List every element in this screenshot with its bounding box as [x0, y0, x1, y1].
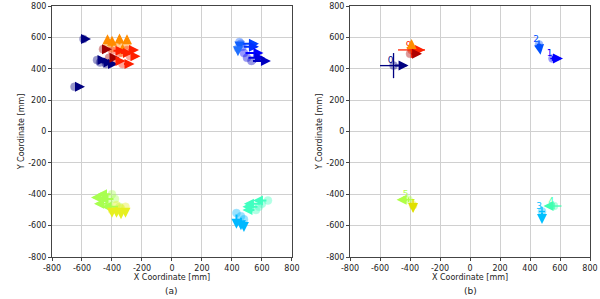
- svg-text:600: 600: [329, 33, 344, 42]
- svg-text:400: 400: [329, 65, 344, 74]
- svg-text:-600: -600: [73, 264, 91, 273]
- svg-text:-600: -600: [371, 264, 389, 273]
- svg-text:2: 2: [533, 34, 539, 44]
- svg-text:-400: -400: [28, 190, 46, 199]
- svg-text:200: 200: [31, 96, 46, 105]
- svg-text:-600: -600: [326, 221, 344, 230]
- svg-text:-600: -600: [28, 221, 46, 230]
- svg-text:0: 0: [339, 127, 344, 136]
- svg-text:800: 800: [329, 2, 344, 11]
- svg-text:-200: -200: [431, 264, 449, 273]
- svg-text:800: 800: [582, 264, 597, 273]
- svg-text:-200: -200: [28, 159, 46, 168]
- svg-text:X Coordinate [mm]: X Coordinate [mm]: [432, 273, 508, 282]
- svg-text:-800: -800: [341, 264, 359, 273]
- svg-text:800: 800: [31, 2, 46, 11]
- svg-text:600: 600: [254, 264, 269, 273]
- svg-text:3: 3: [536, 201, 542, 211]
- svg-text:5: 5: [403, 189, 409, 199]
- svg-text:400: 400: [31, 65, 46, 74]
- svg-text:0: 0: [388, 55, 394, 65]
- svg-text:800: 800: [284, 264, 299, 273]
- svg-text:Y Coordinate [mm]: Y Coordinate [mm]: [315, 94, 324, 171]
- svg-text:0: 0: [467, 264, 472, 273]
- svg-text:-800: -800: [43, 264, 61, 273]
- svg-text:0: 0: [41, 127, 46, 136]
- svg-text:-400: -400: [326, 190, 344, 199]
- svg-text:-800: -800: [28, 253, 46, 262]
- svg-text:600: 600: [552, 264, 567, 273]
- svg-text:200: 200: [329, 96, 344, 105]
- svg-text:Y Coordinate [mm]: Y Coordinate [mm]: [17, 94, 26, 171]
- svg-text:-400: -400: [103, 264, 121, 273]
- svg-text:400: 400: [522, 264, 537, 273]
- svg-text:-200: -200: [326, 159, 344, 168]
- svg-text:-400: -400: [401, 264, 419, 273]
- svg-text:200: 200: [194, 264, 209, 273]
- svg-text:X Coordinate [mm]: X Coordinate [mm]: [134, 273, 210, 282]
- svg-text:4: 4: [548, 196, 554, 206]
- svg-text:(a): (a): [165, 286, 178, 296]
- svg-text:1: 1: [547, 48, 553, 58]
- svg-text:-200: -200: [133, 264, 151, 273]
- svg-text:0: 0: [169, 264, 174, 273]
- svg-text:9: 9: [406, 40, 412, 50]
- svg-text:200: 200: [492, 264, 507, 273]
- svg-text:-800: -800: [326, 253, 344, 262]
- svg-text:(b): (b): [464, 286, 477, 296]
- svg-text:600: 600: [31, 33, 46, 42]
- svg-text:400: 400: [224, 264, 239, 273]
